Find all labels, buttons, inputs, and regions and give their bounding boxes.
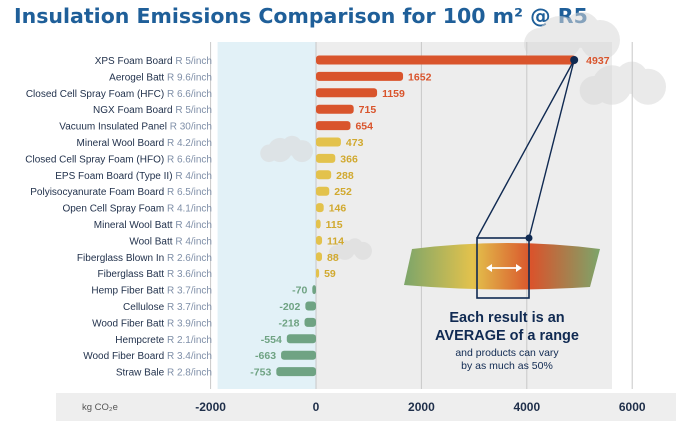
bar (316, 71, 404, 81)
data-label: 1652 (408, 71, 432, 83)
bar (316, 235, 323, 245)
x-tick-label: 0 (313, 400, 320, 414)
x-tick-label: 6000 (619, 400, 646, 414)
callout-text: Each result is an (449, 310, 564, 326)
category-label: XPS Foam Board R 5/inch (95, 56, 212, 67)
data-label: -663 (255, 350, 276, 362)
bar (316, 55, 577, 65)
data-label: 715 (359, 104, 377, 116)
bar (286, 334, 316, 344)
cloud-decoration (579, 61, 666, 105)
category-label: Wool Batt R 4/inch (129, 236, 212, 247)
category-label: Polyisocyanurate Foam Board R 6.5/inch (30, 187, 212, 198)
category-label: Aerogel Batt R 9.6/inch (109, 72, 212, 83)
data-label: -554 (261, 334, 282, 346)
category-label: Open Cell Spray Foam R 4.1/inch (62, 204, 212, 215)
data-label: 252 (334, 186, 352, 198)
data-label: 288 (336, 170, 354, 182)
negative-region-band (217, 42, 316, 389)
bar (316, 268, 320, 278)
range-highlight-box (476, 237, 530, 299)
bar (316, 186, 330, 196)
category-label: Wood Fiber Board R 3.4/inch (83, 351, 212, 362)
bar (316, 88, 378, 98)
category-label: Hempcrete R 2.1/inch (115, 335, 212, 346)
category-label: Straw Bale R 2.8/inch (116, 368, 212, 379)
cloud-decoration (328, 238, 372, 260)
data-label: 1159 (382, 88, 405, 100)
data-label: 114 (327, 235, 344, 247)
bar (312, 285, 316, 295)
value-marker (570, 56, 579, 64)
x-tick-label: 4000 (513, 400, 540, 414)
x-axis-label: kg CO₂e (82, 402, 118, 413)
bar (316, 252, 323, 262)
bar (316, 104, 354, 114)
callout-text: and products can vary (455, 347, 559, 359)
connector-line (528, 59, 575, 239)
data-label: 146 (329, 203, 347, 215)
data-label: -202 (279, 301, 300, 313)
category-label: Wood Fiber Batt R 3.9/inch (92, 318, 212, 329)
connector-line (476, 59, 575, 239)
x-tick-label: 2000 (408, 400, 435, 414)
category-label: Fiberglass Batt R 3.6/inch (97, 269, 212, 280)
x-axis-band (56, 393, 676, 421)
bar (276, 367, 316, 377)
range-arrow-head-right (516, 264, 522, 272)
category-label: EPS Foam Board (Type II) R 4/inch (55, 171, 212, 182)
category-label: Closed Cell Spray Foam (HFO) R 6.6/inch (25, 154, 212, 165)
category-label: Hemp Fiber Batt R 3.7/inch (91, 286, 212, 297)
callout-text: by as much as 50% (461, 360, 553, 372)
bar (281, 350, 316, 360)
chart-title-text: Insulation Emissions Comparison for 100 … (14, 4, 588, 28)
bar (316, 219, 321, 229)
bar (304, 317, 316, 327)
category-label: Closed Cell Spray Foam (HFC) R 6.6/inch (26, 89, 212, 100)
category-label: Mineral Wool Batt R 4/inch (94, 220, 212, 231)
category-label: Vacuum Insulated Panel R 30/inch (59, 122, 212, 133)
data-label: 654 (355, 121, 373, 133)
bar (316, 203, 324, 213)
data-label: -70 (292, 285, 307, 297)
bar (316, 170, 332, 180)
callout-text: AVERAGE of a range (435, 328, 579, 344)
data-label: 4937 (586, 55, 610, 67)
chart-title: Insulation Emissions Comparison for 100 … (14, 4, 588, 28)
data-label: 473 (346, 137, 364, 149)
cloud-decoration (260, 135, 313, 163)
positive-region-band (316, 42, 612, 389)
x-tick-label: -2000 (195, 400, 226, 414)
data-label: -753 (250, 367, 271, 379)
range-marker (525, 234, 533, 242)
category-label: Cellulose R 3.7/inch (123, 302, 212, 313)
bar (316, 153, 336, 163)
range-arrow-head-left (486, 264, 492, 272)
bar (316, 121, 351, 131)
cloud-decoration (524, 12, 620, 60)
data-label: -218 (278, 317, 299, 329)
category-label: Mineral Wool Board R 4.2/inch (77, 138, 212, 149)
data-label: 366 (340, 153, 358, 165)
data-label: 115 (326, 219, 343, 231)
category-label: NGX Foam Board R 5/inch (93, 105, 212, 116)
range-strip (404, 243, 600, 290)
data-label: 88 (327, 252, 339, 264)
data-label: 59 (324, 268, 336, 280)
bar (316, 137, 341, 147)
bar (305, 301, 316, 311)
category-label: Fiberglass Blown In R 2.6/inch (77, 253, 212, 264)
